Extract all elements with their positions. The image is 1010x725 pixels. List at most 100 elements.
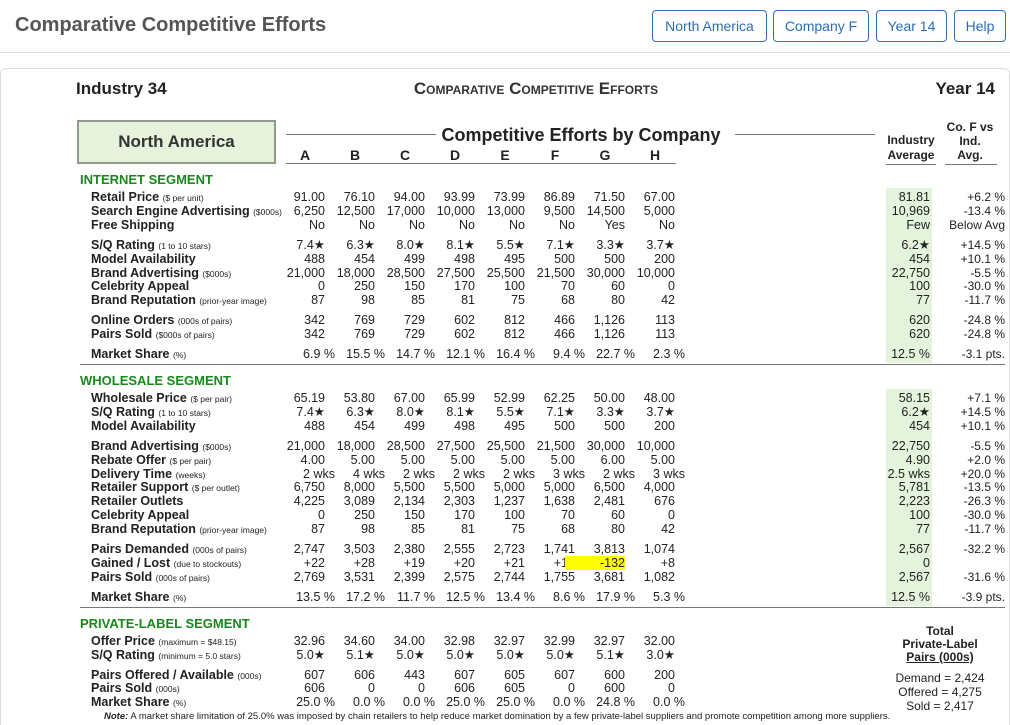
value: 113 — [655, 313, 675, 328]
value: 3.7★ — [646, 237, 675, 252]
average: 22,750 — [891, 438, 930, 453]
value: 2,399 — [393, 569, 425, 584]
totals-title: Pairs (000s) — [906, 649, 974, 664]
value: No — [659, 217, 675, 232]
year-button[interactable]: Year 14 — [876, 10, 947, 42]
value: 93.99 — [443, 190, 475, 204]
value: 607 — [554, 667, 575, 682]
unit: (minimum = 5.0 stars) — [158, 650, 241, 661]
unit: (000s) — [155, 684, 180, 695]
value: 60 — [611, 279, 625, 294]
value: 2.3 % — [653, 347, 685, 361]
average: 454 — [909, 418, 930, 433]
value: 150 — [404, 279, 425, 294]
row-label: Retailer Support ($ per outlet) — [91, 480, 240, 495]
value: 62.25 — [543, 391, 575, 405]
co-f-difference: -32.2 % — [963, 542, 1005, 556]
value: 21,000 — [286, 265, 325, 280]
value: 5.00 — [350, 452, 375, 467]
value: 2,303 — [443, 494, 475, 509]
diff-rule — [945, 164, 997, 165]
value: +19 — [403, 555, 425, 570]
average: 620 — [909, 327, 930, 342]
value: 27,500 — [436, 265, 475, 280]
unit: ($ per unit) — [162, 193, 204, 203]
row-label: Online Orders (000s of pairs) — [91, 313, 232, 328]
value: 2 wks — [453, 466, 485, 481]
unit: (1 to 10 stars) — [158, 240, 211, 251]
value: 606 — [304, 681, 325, 696]
region-button[interactable]: North America — [652, 10, 767, 42]
value: 5,000 — [543, 480, 575, 495]
label: Gained / Lost — [91, 555, 171, 570]
value: 5.5★ — [496, 404, 525, 419]
average: 5,781 — [898, 480, 930, 495]
row-label: Pairs Sold (000s of pairs) — [91, 570, 210, 585]
value: 60 — [611, 508, 625, 523]
value: 87 — [311, 293, 325, 308]
value: 13,000 — [486, 203, 525, 218]
value: 12,500 — [336, 203, 375, 218]
label: Brand Reputation — [91, 522, 196, 537]
value: 0 — [668, 279, 675, 294]
row-label: Search Engine Advertising ($000s) — [91, 204, 282, 219]
average: 2.5 wks — [887, 466, 930, 481]
year-label: Year 14 — [935, 79, 995, 98]
co-f-difference: -13.4 % — [963, 203, 1005, 218]
value: 27,500 — [436, 438, 475, 453]
value: 5.1★ — [596, 647, 625, 662]
value: 729 — [404, 313, 425, 328]
value: 28,500 — [386, 438, 425, 453]
totals-line: Demand = 2,424 — [895, 670, 985, 685]
value: 25.0 % — [446, 695, 485, 710]
value: 466 — [554, 327, 575, 342]
value: 17.9 % — [596, 589, 635, 604]
value: 81 — [461, 293, 475, 308]
value: 250 — [354, 508, 375, 523]
label: Pairs Sold — [91, 569, 153, 584]
value: 2,747 — [293, 542, 325, 556]
value: 94.00 — [393, 190, 425, 204]
value: 1,074 — [643, 542, 675, 556]
value: 81 — [461, 522, 475, 537]
value: 17,000 — [386, 203, 425, 218]
value: 5.00 — [400, 452, 425, 467]
value: 607 — [454, 667, 475, 682]
value: 3,531 — [343, 569, 375, 584]
company-button[interactable]: Company F — [773, 10, 869, 42]
value: 68 — [561, 522, 575, 537]
help-button[interactable]: Help — [954, 10, 1006, 42]
co-f-difference: -5.5 % — [970, 438, 1005, 453]
unit: ($ per outlet) — [191, 483, 240, 494]
co-f-difference: -3.1 pts. — [961, 347, 1005, 361]
value: 499 — [404, 418, 425, 433]
value: 3 wks — [553, 466, 585, 481]
value: 200 — [654, 667, 675, 682]
section-rule — [80, 606, 1005, 608]
avg-rule — [886, 164, 936, 165]
unit: (000s of pairs) — [177, 316, 233, 327]
average: 77 — [916, 522, 930, 537]
value: 7.1★ — [546, 404, 575, 419]
value: 3,681 — [593, 569, 625, 584]
value: 5,500 — [393, 480, 425, 495]
average: 22,750 — [891, 265, 930, 280]
totals-title: Private-Label — [902, 636, 978, 651]
value: 32.98 — [443, 633, 475, 648]
label: Brand Reputation — [91, 293, 196, 308]
value: 812 — [504, 313, 525, 328]
value: 8.1★ — [446, 237, 475, 252]
value: 52.99 — [493, 391, 525, 405]
value: 0.0 % — [553, 695, 585, 710]
report-card — [0, 68, 1010, 725]
average: 2,567 — [898, 542, 930, 556]
co-f-difference: -13.5 % — [963, 480, 1005, 495]
company-letter: G — [599, 147, 611, 163]
company-letter: A — [299, 147, 311, 163]
value: 28,500 — [386, 265, 425, 280]
row-label: Gained / Lost (due to stockouts) — [91, 556, 241, 571]
value: 3,503 — [343, 542, 375, 556]
value: 100 — [504, 508, 525, 523]
value: 30,000 — [586, 438, 625, 453]
value: 50.00 — [593, 391, 625, 405]
